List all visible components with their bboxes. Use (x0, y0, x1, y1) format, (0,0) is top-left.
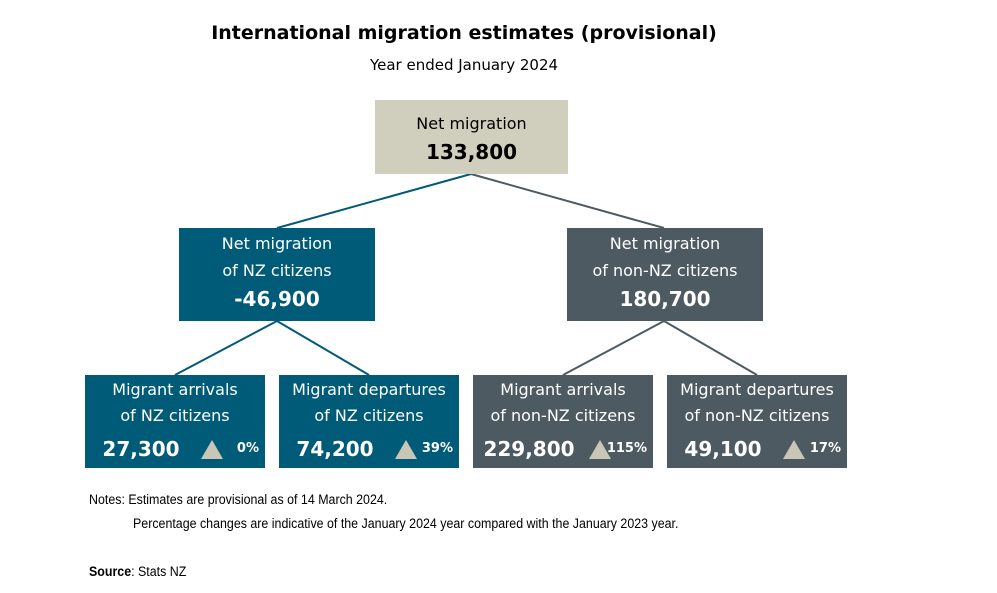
nz-arrivals-box: Migrant arrivals of NZ citizens 27,300 0% (85, 375, 265, 468)
box-value: 49,100 (684, 437, 762, 461)
source-text: : Stats NZ (131, 564, 187, 579)
net-migration-non-nz-box: Net migration of non-NZ citizens 180,700 (567, 228, 763, 321)
connector-non-nz-to-arrivals (562, 320, 665, 376)
triangle-up-icon (589, 440, 611, 459)
notes-line-2: Percentage changes are indicative of the… (133, 516, 679, 531)
connector-nz-to-arrivals (174, 320, 278, 376)
percent-change: 0% (236, 441, 259, 456)
triangle-up-icon (783, 440, 805, 459)
net-migration-box: Net migration 133,800 (375, 100, 568, 174)
box-value: 27,300 (102, 437, 180, 461)
box-label: of non-NZ citizens (490, 406, 636, 425)
non-nz-departures-box: Migrant departures of non-NZ citizens 49… (667, 375, 847, 468)
nz-departures-box: Migrant departures of NZ citizens 74,200… (279, 375, 459, 468)
connector-non-nz-to-departures (663, 320, 758, 376)
box-label: Migrant departures (680, 380, 834, 399)
notes-line-1: Notes: Estimates are provisional as of 1… (89, 492, 388, 507)
triangle-up-icon (201, 440, 223, 459)
box-label: Net migration (221, 234, 333, 253)
box-label: of NZ citizens (222, 261, 332, 280)
box-label: of NZ citizens (120, 406, 230, 425)
diagram-title: International migration estimates (provi… (211, 22, 717, 44)
non-nz-arrivals-box: Migrant arrivals of non-NZ citizens 229,… (473, 375, 653, 468)
box-value: -46,900 (234, 287, 320, 311)
percent-change: 115% (606, 441, 647, 456)
connector-top-to-non-nz (470, 173, 665, 229)
box-label: Migrant arrivals (500, 380, 626, 399)
box-label: Net migration (609, 234, 721, 253)
box-label: Net migration (416, 114, 527, 133)
connector-top-to-nz (276, 173, 472, 229)
triangle-up-icon (395, 440, 417, 459)
box-value: 180,700 (619, 287, 711, 311)
percent-change: 39% (421, 441, 453, 456)
box-label: of non-NZ citizens (684, 406, 830, 425)
box-value: 74,200 (296, 437, 374, 461)
box-label: Migrant arrivals (112, 380, 238, 399)
diagram-subtitle: Year ended January 2024 (369, 56, 559, 74)
box-value: 229,800 (483, 437, 575, 461)
source-note: Source: Stats NZ (89, 564, 186, 579)
box-label: Migrant departures (292, 380, 446, 399)
connector-nz-to-departures (276, 320, 370, 376)
box-label: of non-NZ citizens (592, 261, 738, 280)
box-value: 133,800 (425, 140, 518, 164)
box-label: of NZ citizens (314, 406, 424, 425)
net-migration-nz-box: Net migration of NZ citizens -46,900 (179, 228, 375, 321)
percent-change: 17% (809, 441, 841, 456)
source-label: Source (89, 564, 132, 579)
